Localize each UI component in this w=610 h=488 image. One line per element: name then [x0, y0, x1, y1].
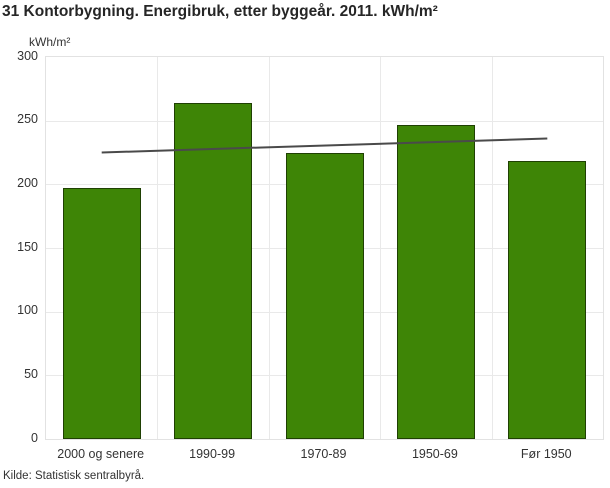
x-axis-label: 1990-99: [189, 447, 236, 461]
trend-line[interactable]: [101, 137, 548, 154]
y-tick-label: 0: [31, 430, 38, 445]
gridline-vertical: [380, 57, 382, 439]
x-axis-label: 1970-89: [300, 447, 347, 461]
gridline-vertical: [157, 57, 159, 439]
x-axis-label: 1950-69: [411, 447, 458, 461]
bar-2000-og-senere[interactable]: [62, 188, 141, 439]
plot-area: [45, 56, 604, 440]
y-tick-label: 200: [17, 175, 38, 190]
x-axis-label: 2000 og senere: [57, 447, 145, 461]
gridline-horizontal: [46, 120, 603, 122]
gridline-vertical: [491, 57, 493, 439]
bar-før-1950[interactable]: [508, 161, 587, 439]
y-axis-unit-label: kWh/m²: [29, 35, 71, 49]
bar-1970-89[interactable]: [285, 152, 364, 439]
source-note: Kilde: Statistisk sentralbyrå.: [3, 470, 145, 482]
y-tick-label: 300: [17, 48, 38, 63]
gridline-vertical: [268, 57, 270, 439]
x-axis-label: Før 1950: [520, 447, 572, 461]
y-tick-label: 250: [17, 112, 38, 127]
bar-1950-69[interactable]: [396, 124, 475, 439]
trend-line-layer: [101, 137, 548, 154]
y-tick-label: 100: [17, 303, 38, 318]
y-tick-label: 150: [17, 239, 38, 254]
bar-1990-99[interactable]: [174, 102, 253, 439]
y-tick-label: 50: [24, 366, 38, 381]
chart-title: 31 Kontorbygning. Energibruk, etter bygg…: [2, 3, 438, 20]
